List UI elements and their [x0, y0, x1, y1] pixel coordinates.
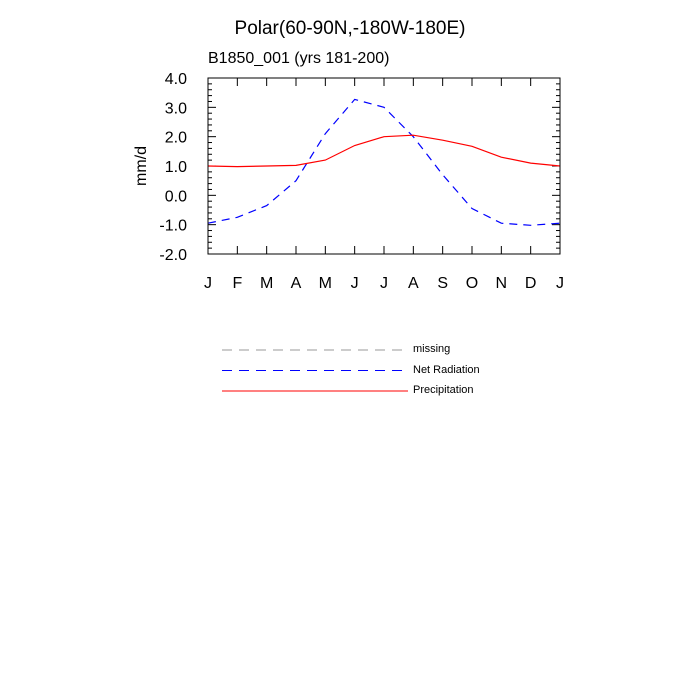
x-tick-label: F — [232, 275, 242, 292]
series-lines — [207, 98, 561, 226]
chart-subtitle: B1850_001 (yrs 181-200) — [208, 50, 390, 67]
y-tick-label: 3.0 — [165, 100, 187, 117]
series-line-precipitation — [207, 134, 561, 168]
y-tick-label: 1.0 — [165, 159, 187, 176]
x-tick-label: M — [260, 275, 273, 292]
legend-label: missing — [413, 343, 451, 355]
plot-frame — [207, 77, 561, 255]
x-tick-label: M — [319, 275, 332, 292]
x-tick-label: J — [556, 275, 564, 292]
chart-title: Polar(60-90N,-180W-180E) — [234, 18, 466, 39]
y-axis-title: mm/d — [133, 146, 150, 186]
x-tick-label: S — [437, 275, 448, 292]
y-tick-label: -1.0 — [159, 218, 187, 235]
x-tick-label: N — [496, 275, 508, 292]
y-tick-label: 2.0 — [165, 130, 187, 147]
legend-label: Precipitation — [413, 384, 474, 396]
x-tick-label: J — [204, 275, 212, 292]
y-tick-label: -2.0 — [159, 247, 187, 264]
axis-labels: J F M A M J J A S O N D J-2.0-1.00.01.02.03.04.0 — [159, 71, 564, 292]
y-tick-label: 0.0 — [165, 188, 187, 205]
x-tick-label: D — [525, 275, 537, 292]
x-tick-label: A — [291, 275, 302, 292]
x-tick-label: O — [466, 275, 478, 292]
x-tick-label: J — [351, 275, 359, 292]
series-line-net-radiation — [207, 98, 561, 226]
x-tick-label: J — [380, 275, 388, 292]
legend — [222, 349, 408, 392]
y-tick-label: 4.0 — [165, 71, 187, 88]
legend-label: Net Radiation — [413, 363, 480, 376]
x-tick-label: A — [408, 275, 419, 292]
